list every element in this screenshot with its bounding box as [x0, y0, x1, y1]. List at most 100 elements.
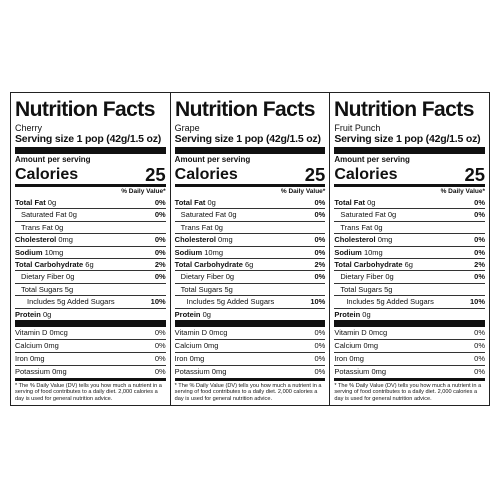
nutrient-row: Total Fat 0g 0% — [15, 197, 166, 208]
divider-medium — [334, 378, 486, 382]
nutrient-amount: 6g — [85, 260, 94, 270]
nutrient-amount: 0g — [54, 222, 64, 232]
nutrient-row: Total Sugars 5g — [334, 282, 486, 295]
nutrient-row: Includes 5g Added Sugars 10% — [15, 295, 166, 307]
nutrient-name: Total Sugars 5g — [340, 284, 393, 294]
nutrient-amount: 0g — [374, 222, 383, 232]
nutrient-name: Protein 0g — [15, 309, 52, 319]
daily-value-percent: 0% — [154, 272, 166, 282]
nutrient-row: Total Sugars 5g — [174, 282, 326, 295]
vitamin-row: Iron 0mg 0% — [174, 352, 326, 365]
vitamin-percent: 0% — [314, 328, 326, 338]
nutrient-name: Includes 5g Added Sugars — [27, 297, 115, 307]
nutrient-name: Sodium 10mg — [174, 247, 224, 257]
calories-label: Calories — [174, 166, 238, 183]
daily-value-percent: 0% — [474, 247, 486, 257]
amount-per-serving: Amount per serving — [15, 155, 91, 164]
nutrient-row: Protein 0g — [15, 307, 166, 320]
nutrient-amount: 6g — [244, 260, 254, 270]
nutrient-amount: 10mg — [204, 247, 224, 257]
daily-value-percent: 0% — [314, 247, 326, 257]
daily-value-percent: 2% — [474, 260, 486, 270]
nutrient-amount: 0g — [66, 272, 75, 282]
daily-value-percent: 0% — [474, 210, 486, 220]
nutrient-row: Dietary Fiber 0g 0% — [174, 270, 326, 282]
footnote: * The % Daily Value (DV) tells you how m… — [174, 383, 322, 402]
nutrient-row: Includes 5g Added Sugars 10% — [174, 295, 326, 307]
nutrient-row: Sodium 10mg 0% — [15, 245, 166, 258]
nutrient-name: Trans Fat 0g — [340, 222, 383, 232]
nutrition-label-panel: Nutrition Facts Fruit Punch Serving size… — [330, 93, 489, 405]
vitamin-name: Potassium 0mg — [15, 367, 67, 377]
nutrient-name: Total Fat 0g — [174, 198, 216, 207]
nutrient-amount: 0g — [228, 210, 237, 220]
nutrient-row: Protein 0g — [174, 307, 326, 320]
divider-medium — [174, 184, 326, 187]
nutrient-name: Total Sugars 5g — [180, 284, 233, 294]
vitamin-name: Iron 0mg — [334, 354, 364, 364]
divider-medium — [174, 378, 326, 382]
nutrient-name: Dietary Fiber 0g — [180, 272, 235, 282]
nutrient-amount: 6g — [404, 260, 413, 270]
nutrient-row: Trans Fat 0g — [15, 220, 166, 233]
nutrient-name: Protein 0g — [174, 309, 211, 319]
nutrient-name: Saturated Fat 0g — [180, 210, 237, 220]
daily-value-percent: 0% — [314, 198, 326, 207]
flavor-name: Cherry — [15, 123, 43, 133]
nutrition-label-panel: Nutrition Facts Grape Serving size 1 pop… — [171, 93, 331, 405]
vitamin-percent: 0% — [154, 367, 166, 377]
daily-value-percent: 10% — [150, 297, 166, 307]
daily-value-percent: 0% — [474, 198, 486, 207]
flavor-name: Grape — [174, 123, 200, 133]
amount-per-serving: Amount per serving — [174, 155, 251, 164]
divider-medium — [15, 378, 166, 382]
nutrient-name: Sodium 10mg — [334, 247, 383, 257]
vitamin-row: Calcium 0mg 0% — [334, 339, 486, 352]
vitamin-row: Calcium 0mg 0% — [174, 339, 326, 352]
divider-thick — [15, 147, 166, 154]
calories-row: Calories 25 — [15, 165, 166, 184]
nutrient-amount: 0g — [387, 210, 397, 220]
vitamin-percent: 0% — [474, 341, 486, 351]
nutrient-name: Sodium 10mg — [15, 247, 64, 257]
nutrient-name: Cholesterol 0mg — [174, 235, 233, 245]
nutrient-amount: 0mg — [218, 235, 233, 245]
nutrient-amount: 0mg — [377, 235, 393, 245]
daily-value-percent: 2% — [314, 260, 326, 270]
vitamin-percent: 0% — [314, 341, 326, 351]
nutrient-row: Trans Fat 0g — [334, 220, 486, 233]
nutrient-amount: 0g — [68, 210, 77, 220]
label-title: Nutrition Facts — [174, 97, 315, 121]
nutrient-name: Dietary Fiber 0g — [340, 272, 394, 282]
nutrient-row: Total Carbohydrate 6g 2% — [15, 258, 166, 270]
nutrient-name: Protein 0g — [334, 309, 371, 319]
nutrient-name: Total Fat 0g — [334, 198, 376, 207]
vitamin-percent: 0% — [474, 354, 486, 364]
nutrient-row: Total Fat 0g 0% — [175, 197, 326, 208]
vitamin-percent: 0% — [474, 367, 486, 377]
divider-thick — [334, 320, 486, 328]
nutrient-amount: 0g — [385, 272, 394, 282]
vitamin-percent: 0% — [314, 367, 326, 377]
divider-medium — [15, 184, 166, 187]
vitamin-row: Iron 0mg 0% — [334, 352, 486, 365]
daily-value-percent: 0% — [474, 235, 486, 245]
calories-value: 25 — [304, 164, 326, 185]
nutrient-row: Dietary Fiber 0g 0% — [15, 270, 166, 282]
footnote: * The % Daily Value (DV) tells you how m… — [334, 383, 482, 402]
nutrient-name: Includes 5g Added Sugars — [186, 297, 275, 307]
vitamin-name: Iron 0mg — [174, 354, 205, 364]
serving-size: Serving size 1 pop (42g/1.5 oz) — [174, 133, 321, 145]
calories-row: Calories 25 — [334, 165, 485, 184]
nutrient-rows: Total Fat 0g 0% Saturated Fat 0g 0% Trans Fa… — [15, 197, 166, 320]
nutrient-name: Total Carbohydrate 6g — [15, 260, 94, 270]
vitamin-name: Potassium 0mg — [334, 367, 387, 377]
nutrient-row: Protein 0g — [334, 307, 486, 320]
label-title: Nutrition Facts — [334, 97, 475, 121]
label-title: Nutrition Facts — [15, 97, 155, 121]
daily-value-percent: 10% — [470, 297, 486, 307]
calories-label: Calories — [334, 166, 398, 183]
nutrient-row: Trans Fat 0g — [174, 220, 326, 233]
nutrient-name: Trans Fat 0g — [180, 222, 223, 232]
nutrition-labels: Nutrition Facts Cherry Serving size 1 po… — [10, 92, 490, 406]
